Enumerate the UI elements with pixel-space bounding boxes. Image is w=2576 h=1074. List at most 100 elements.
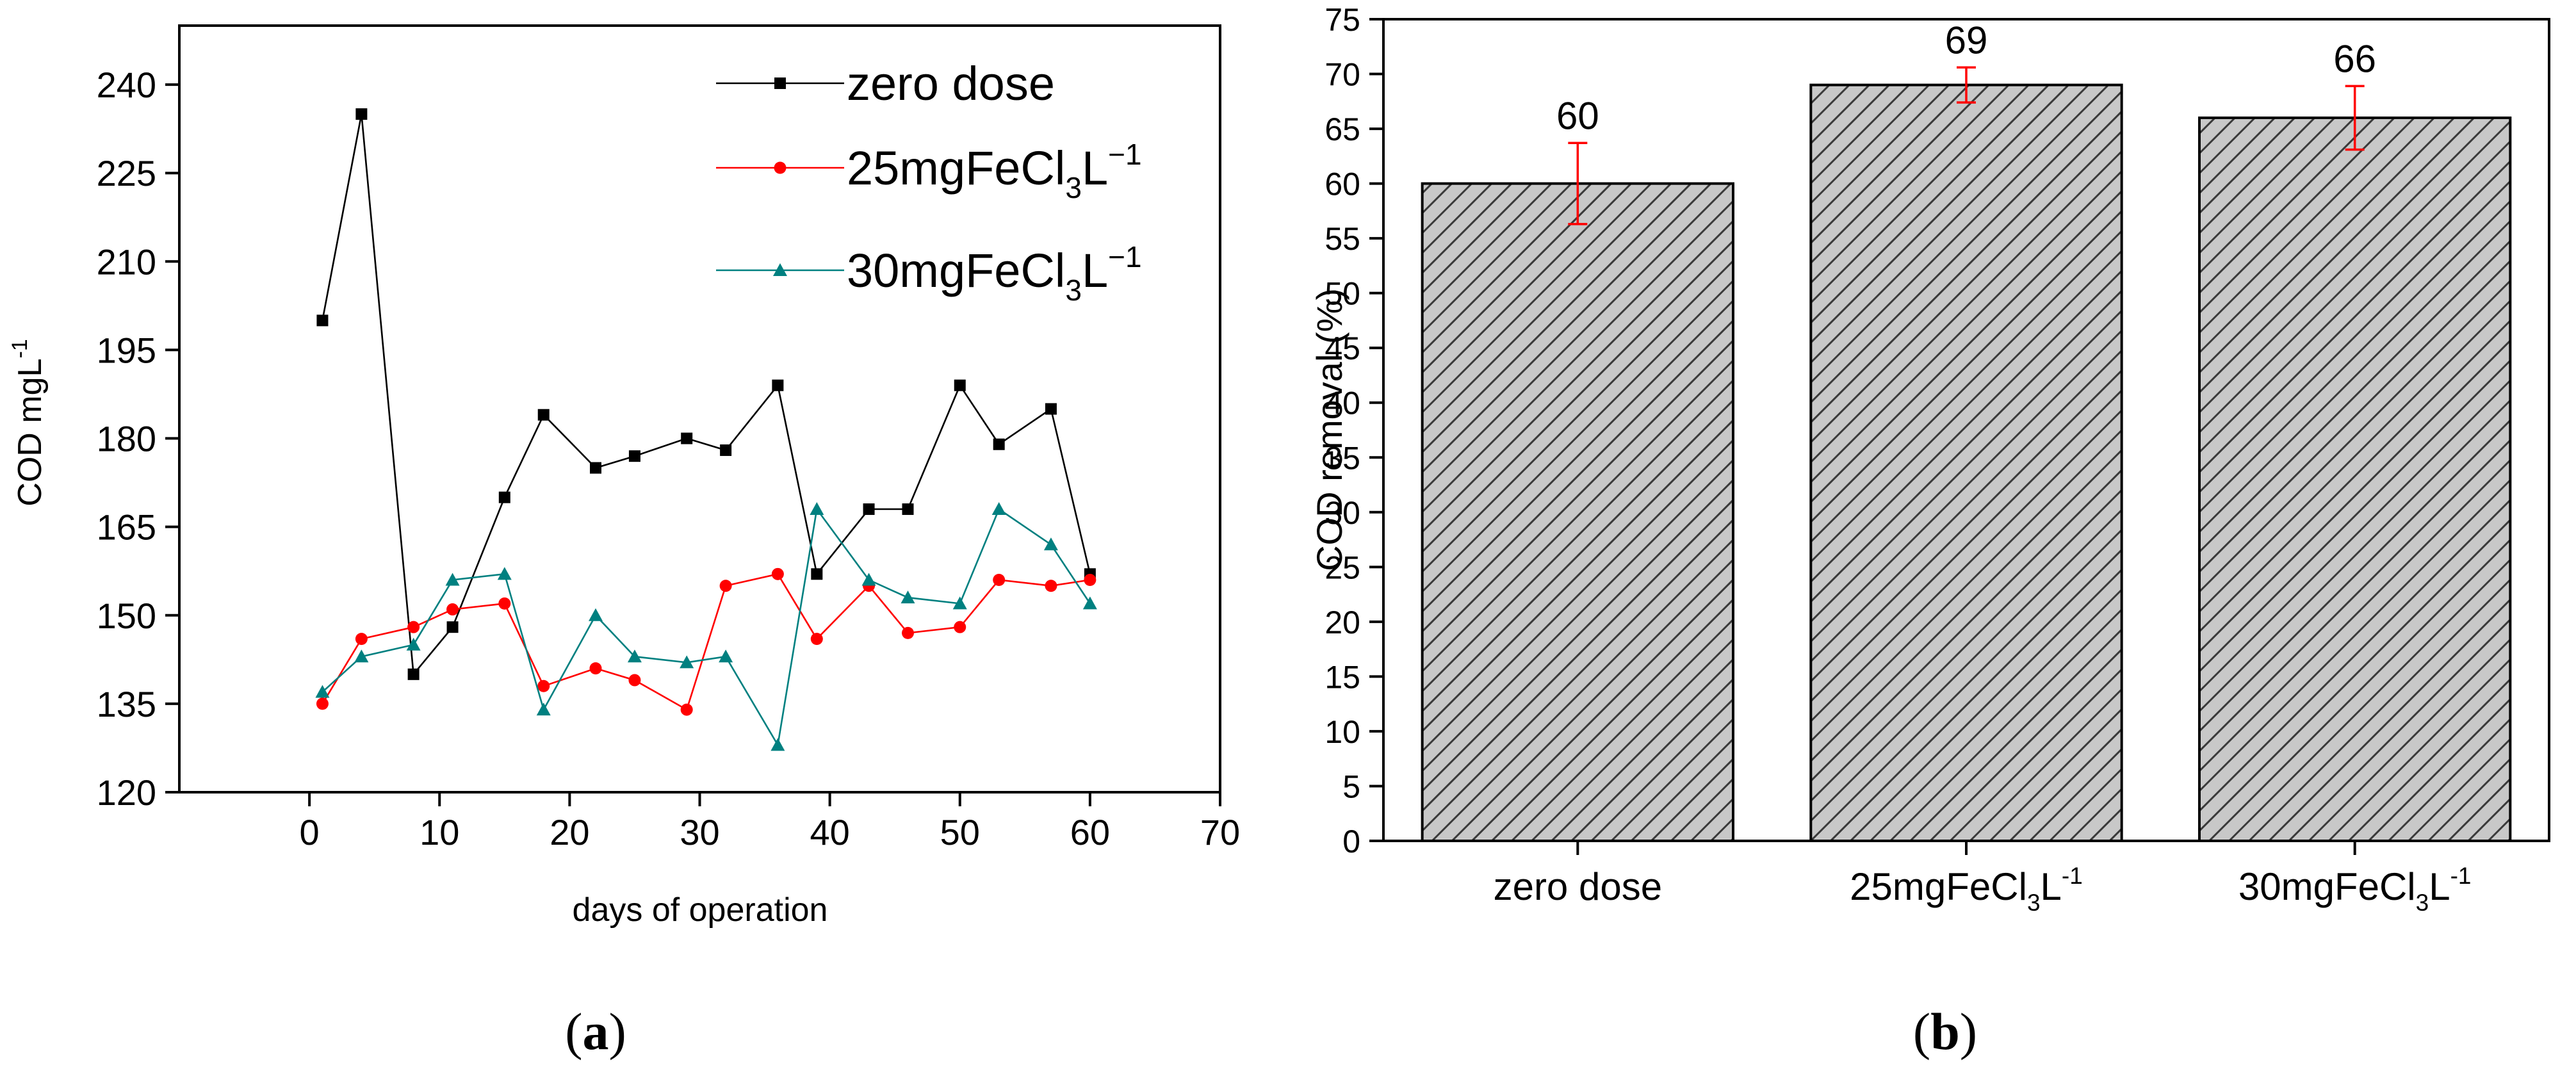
y-tick-label: 120 — [97, 772, 156, 813]
legend-label-0: zero dose — [847, 57, 1055, 110]
data-point-s0-0 — [316, 314, 329, 327]
data-point-s0-15 — [993, 438, 1005, 450]
data-point-s2-14 — [952, 596, 967, 610]
data-point-s2-13 — [901, 590, 915, 604]
data-point-s2-3 — [445, 573, 460, 586]
data-point-s0-8 — [681, 432, 693, 444]
data-point-s1-1 — [355, 633, 368, 646]
panel-label-a-letter: a — [583, 1002, 609, 1061]
data-point-s1-15 — [993, 574, 1006, 587]
data-point-s0-7 — [628, 450, 640, 462]
bar-y-tick-label: 5 — [1342, 769, 1360, 804]
data-point-s1-4 — [498, 597, 511, 610]
legend-label-2: 30mgFeCl3L−1 — [847, 240, 1142, 307]
y-tick-label: 195 — [97, 330, 156, 370]
bar-data-label-2: 66 — [2333, 37, 2376, 80]
data-point-s1-2 — [407, 621, 420, 633]
y-axis-label-superscript: -1 — [8, 339, 32, 358]
x-tick-label: 10 — [420, 812, 459, 852]
data-point-s0-12 — [863, 503, 875, 516]
data-point-s0-9 — [720, 444, 732, 456]
bar-chart-bars: 60 69 66 — [1421, 19, 2512, 843]
bar-y-tick-label: 50 — [1325, 276, 1360, 312]
bar-y-tick-label: 15 — [1325, 659, 1360, 695]
x-tick-label: 0 — [300, 812, 320, 852]
data-point-s1-5 — [537, 679, 550, 692]
data-point-s0-5 — [537, 409, 550, 421]
data-point-s2-15 — [991, 502, 1006, 516]
data-point-s2-8 — [680, 655, 694, 669]
data-point-s2-12 — [861, 573, 876, 586]
data-point-s1-3 — [446, 603, 459, 616]
bar-y-axis-label: COD removal (%) — [1309, 288, 1349, 571]
data-point-s2-4 — [497, 567, 512, 580]
line-chart-marks — [315, 108, 1097, 751]
bar-y-tick-label: 55 — [1325, 221, 1360, 257]
y-axis-label-text: COD mgL — [12, 359, 49, 507]
x-tick-label: 50 — [940, 812, 980, 852]
bar-chart-panel-b: 60 69 66 0 5 10 15 20 25 30 35 40 45 50 55 60 65 70 75 zer… — [1309, 2, 2550, 1061]
data-point-s0-16 — [1045, 403, 1057, 415]
x-tick-label: 20 — [550, 812, 589, 852]
x-axis-label: days of operation — [573, 891, 828, 929]
data-point-s2-7 — [627, 649, 642, 663]
data-point-s2-11 — [810, 502, 824, 516]
data-point-s2-17 — [1082, 596, 1097, 610]
bar-y-tick-label: 20 — [1325, 605, 1360, 640]
x-tick-label: 40 — [810, 812, 849, 852]
bar-1 — [1809, 83, 2123, 842]
bar-y-tick-label: 35 — [1325, 440, 1360, 476]
bar-y-tick-label: 40 — [1325, 386, 1360, 421]
data-point-s0-10 — [772, 379, 784, 391]
panel-label-a: (a) — [565, 1002, 626, 1061]
y-tick-label: 150 — [97, 596, 156, 636]
data-point-s1-7 — [628, 674, 641, 687]
bar-y-tick-label: 75 — [1325, 2, 1360, 38]
data-point-s0-13 — [902, 503, 914, 516]
data-point-s0-14 — [954, 379, 966, 391]
data-point-s1-8 — [680, 703, 693, 716]
data-point-s1-16 — [1045, 580, 1057, 592]
data-point-s2-2 — [406, 637, 421, 651]
x-tick-label: 30 — [680, 812, 719, 852]
bar-data-label-1: 69 — [1945, 19, 1988, 61]
x-tick-label: 60 — [1070, 812, 1110, 852]
y-axis-label: COD mgL-1 — [8, 339, 49, 506]
data-point-s0-3 — [446, 621, 459, 633]
legend: zero dose 25mgFeCl3L−1 30mgFeCl3L−1 — [716, 57, 1142, 307]
data-point-s2-16 — [1043, 537, 1058, 551]
bar-y-tick-label: 70 — [1325, 57, 1360, 93]
bar-2 — [2198, 116, 2512, 843]
panel-label-b: (b) — [1913, 1002, 1977, 1061]
bar-y-tick-label: 10 — [1325, 714, 1360, 750]
bar-y-tick-label: 25 — [1325, 549, 1360, 585]
data-point-s2-0 — [315, 685, 330, 698]
bar-y-tick-label: 65 — [1325, 111, 1360, 147]
line-chart-panel-a: 0 10 20 30 40 50 60 70 120 135 150 165 180 195 210 225 2… — [8, 24, 1241, 1061]
legend-marker-1 — [774, 161, 787, 174]
series-line-1 — [322, 573, 1091, 712]
y-tick-label: 225 — [97, 153, 156, 193]
bar-category-label-1: 25mgFeCl3L-1 — [1850, 863, 2083, 916]
bar-0 — [1421, 182, 1735, 843]
bar-category-label-2: 30mgFeCl3L-1 — [2238, 863, 2472, 916]
data-point-s2-9 — [719, 649, 733, 663]
legend-label-1: 25mgFeCl3L−1 — [847, 138, 1142, 204]
data-point-s0-11 — [811, 568, 823, 580]
line-chart-axis-ticks: 0 10 20 30 40 50 60 70 120 135 150 165 180 195 210 225 2… — [97, 65, 1241, 852]
y-tick-label: 210 — [97, 241, 156, 282]
y-tick-label: 165 — [97, 507, 156, 548]
x-tick-label: 70 — [1200, 812, 1240, 852]
data-point-s1-6 — [589, 662, 602, 675]
y-tick-label: 135 — [97, 684, 156, 724]
data-point-s1-10 — [771, 567, 784, 580]
panel-label-b-letter: b — [1930, 1002, 1960, 1061]
y-tick-label: 240 — [97, 65, 156, 105]
bar-y-tick-label: 45 — [1325, 330, 1360, 366]
bar-chart-axis-ticks: 0 5 10 15 20 25 30 35 40 45 50 55 60 65 70 75 zero dose 2… — [1325, 2, 2471, 916]
data-point-s2-1 — [354, 649, 369, 663]
data-point-s0-6 — [590, 462, 601, 474]
data-point-s0-2 — [407, 668, 420, 680]
series-line-0 — [322, 113, 1091, 677]
